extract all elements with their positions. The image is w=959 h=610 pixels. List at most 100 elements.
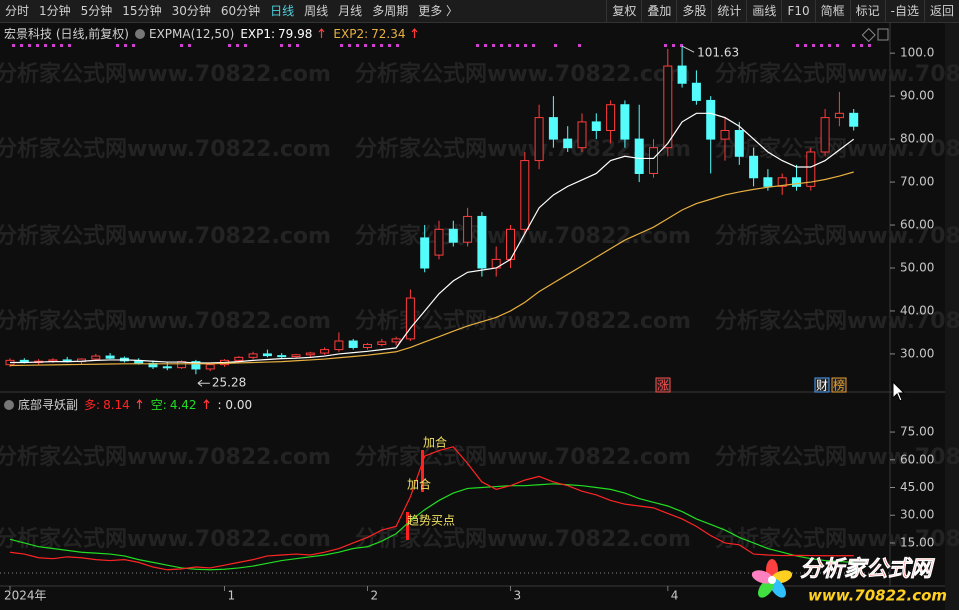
y-tick-label: 40.00 <box>900 303 934 317</box>
diamond-icon[interactable] <box>861 27 876 43</box>
signal-dot <box>244 44 247 47</box>
candle-body <box>205 364 215 370</box>
watermark: 分析家公式网www.70822.com <box>715 444 959 470</box>
watermark: 分析家公式网www.70822.com <box>0 526 331 552</box>
y-tick-label: 90.00 <box>900 89 934 103</box>
tool-button[interactable]: 画线 <box>746 0 781 22</box>
candle-body <box>591 121 601 132</box>
period-tab[interactable]: 30分钟 <box>171 4 211 18</box>
y-tick-label: 30.00 <box>900 346 934 360</box>
indicator-icon[interactable] <box>4 399 14 410</box>
signal-dot <box>68 44 71 47</box>
tool-button[interactable]: 简框 <box>814 0 850 22</box>
signal-dot <box>364 44 367 47</box>
tool-button[interactable]: 返回 <box>923 0 959 22</box>
candle-body <box>305 352 315 356</box>
signal-dot <box>516 44 519 47</box>
signal-dot <box>578 44 581 47</box>
signal-dot <box>664 44 667 47</box>
y-tick-label: 45.00 <box>900 480 934 494</box>
marker: 榜 <box>833 378 845 393</box>
period-tab[interactable]: 日线 <box>270 4 295 18</box>
signal-dot <box>532 44 535 47</box>
min-pointer <box>197 379 210 387</box>
logo-name: 分析家公式网 <box>800 556 935 582</box>
tool-button[interactable]: F10 <box>781 0 814 22</box>
candle-body <box>463 215 473 243</box>
signal-dot <box>524 44 527 47</box>
y-tick-label: 80.00 <box>900 132 934 146</box>
indicator-legend: 底部寻妖副 多: 8.14 空: 4.42: 0.00 <box>4 396 258 413</box>
signal-dot <box>340 44 343 47</box>
indicator-icon[interactable] <box>135 28 145 39</box>
period-tab[interactable]: 多周期 <box>372 4 409 18</box>
candle-body <box>706 99 716 140</box>
x-tick-label: 2 <box>371 589 379 603</box>
trend-arrow <box>203 399 210 409</box>
signal-dot <box>820 44 823 47</box>
indicator-title: 底部寻妖副 <box>18 398 79 412</box>
period-tab[interactable]: 分时 <box>5 4 30 18</box>
candle-body <box>191 361 201 370</box>
signal-dot <box>508 44 511 47</box>
signal-dot <box>356 44 359 47</box>
marker: 涨 <box>657 378 669 393</box>
watermark: 分析家公式网www.70822.com <box>0 223 331 249</box>
period-tab[interactable]: 月线 <box>338 4 363 18</box>
candle-body <box>691 82 701 101</box>
tool-button[interactable]: 统计 <box>711 0 746 22</box>
candle-body <box>477 215 487 269</box>
tool-button[interactable]: 多股 <box>676 0 711 22</box>
indicator-line <box>9 483 854 571</box>
max-pointer <box>681 45 695 53</box>
signal-dot <box>124 44 127 47</box>
candle-body <box>320 349 330 354</box>
period-tab[interactable]: 1分钟 <box>39 4 71 18</box>
cursor <box>892 380 906 402</box>
signal-dot <box>492 44 495 47</box>
candle-body <box>677 65 687 84</box>
period-tab[interactable]: 更多 〉 <box>418 4 459 18</box>
period-tab[interactable]: 15分钟 <box>122 4 162 18</box>
signal-dot <box>288 44 291 47</box>
tool-button[interactable]: 叠加 <box>641 0 676 22</box>
stock-title: 宏景科技 (日线,前复权) <box>4 27 129 41</box>
y-tick-label: 75.00 <box>900 425 934 439</box>
toolbar: 分时 1分钟 5分钟 15分钟 30分钟 60分钟 日线 周线 月线 多周期 更多 〉 复权 叠加 多股统… <box>0 0 959 23</box>
period-tab[interactable]: 5分钟 <box>80 4 113 18</box>
y-tick-label: 60.00 <box>900 452 934 466</box>
watermark: 分析家公式网www.70822.com <box>715 308 959 334</box>
signal-dot <box>116 44 119 47</box>
candle-body <box>820 117 830 153</box>
signal-dot <box>554 44 557 47</box>
tool-button[interactable]: 复权 <box>606 0 641 22</box>
trend-arrow <box>136 399 143 409</box>
y-tick-label: 60.00 <box>900 218 934 232</box>
signal-dot <box>804 44 807 47</box>
legend-value: 8.14 <box>103 397 130 412</box>
signal-dot <box>296 44 299 47</box>
signal-dot <box>52 44 55 47</box>
candle-body <box>606 104 616 132</box>
signal-dot <box>236 44 239 47</box>
period-tab[interactable]: 周线 <box>304 4 329 18</box>
box-icon[interactable] <box>877 28 889 41</box>
signal-dot <box>372 44 375 47</box>
candle-body <box>434 228 444 256</box>
watermark: 分析家公式网www.70822.com <box>355 526 691 552</box>
candle-body <box>634 138 644 174</box>
indicator-name: EXPMA(12,50) <box>149 26 235 41</box>
tool-button[interactable]: -自选 <box>884 0 924 22</box>
candle-body <box>420 237 430 269</box>
expma-line <box>9 171 854 367</box>
candle-body <box>777 177 787 187</box>
tool-button[interactable]: 标记 <box>849 0 885 22</box>
period-tab[interactable]: 60分钟 <box>220 4 261 18</box>
candle-body <box>749 155 759 179</box>
trend-arrow <box>412 28 418 38</box>
watermark: 分析家公式网www.70822.com <box>355 308 691 334</box>
expma-line <box>10 112 855 364</box>
legend-name: 空: <box>150 398 167 412</box>
signal-dot <box>396 44 399 47</box>
